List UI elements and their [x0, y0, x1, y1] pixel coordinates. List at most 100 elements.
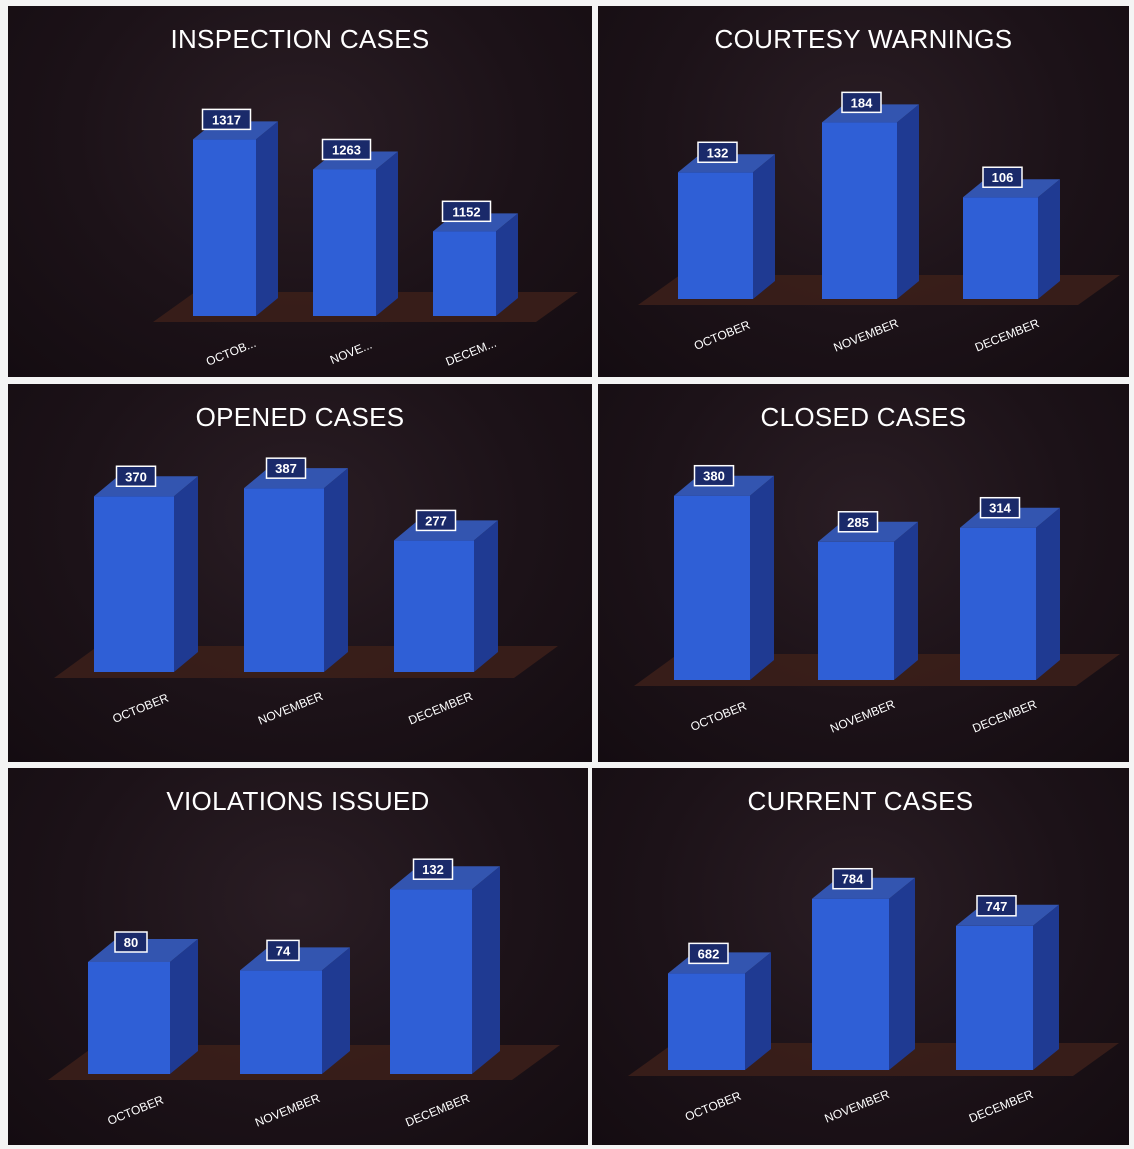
data-label-box [688, 942, 729, 965]
data-label: 132 [707, 145, 729, 160]
category-label: NOVEMBER [828, 697, 897, 736]
chart-title: COURTESY WARNINGS [714, 24, 1013, 54]
bar [668, 973, 745, 1070]
bar [678, 172, 753, 299]
bar-side-face [170, 939, 198, 1074]
category-label: DECEMBER [406, 689, 475, 728]
bar-side-face [753, 154, 775, 299]
category-label: NOVEMBER [256, 689, 325, 728]
data-label-box [982, 166, 1023, 188]
data-label: 80 [124, 935, 138, 950]
bar-side-face [474, 520, 498, 672]
data-label-box [697, 141, 738, 164]
data-label: 682 [698, 946, 720, 961]
category-label: OCTOBER [688, 699, 748, 734]
chart-panel-inspection-cases: 1317 OCTOB... 1263 NOVE... 1152 DECEM... INSP… [8, 6, 592, 377]
category-label: DECEMBER [967, 1087, 1036, 1126]
data-label-box [832, 867, 873, 890]
bar [244, 488, 324, 672]
chart-svg-inspection-cases: 1317 OCTOB... 1263 NOVE... 1152 DECEM... [153, 108, 578, 369]
bar [193, 139, 256, 316]
bar-side-face [376, 151, 398, 316]
category-label: NOVEMBER [253, 1091, 322, 1130]
bar [822, 122, 897, 299]
data-label: 747 [986, 899, 1008, 914]
bar-side-face [472, 866, 500, 1074]
chart-panel-violations-issued: 80 OCTOBER 74 NOVEMBER 132 DECEMBER VIOLATION… [8, 768, 588, 1145]
data-label: 132 [422, 862, 444, 877]
chart-panel-closed-cases: 380 OCTOBER 285 NOVEMBER 314 DECEMBER CLOSED … [598, 384, 1129, 762]
data-label: 314 [989, 501, 1011, 516]
data-label: 106 [992, 170, 1014, 185]
bar-side-face [322, 947, 350, 1074]
data-label-box [321, 138, 372, 161]
data-label-box [693, 464, 735, 487]
data-label: 285 [847, 515, 869, 530]
category-label: DECEM... [444, 336, 499, 369]
data-label-box [415, 509, 457, 532]
bar [956, 925, 1033, 1070]
data-label: 1152 [452, 204, 480, 219]
chart-title: CLOSED CASES [760, 402, 967, 432]
chart-title: CURRENT CASES [747, 786, 974, 816]
bar [818, 541, 894, 680]
category-label: OCTOB... [204, 336, 258, 369]
data-label-box [266, 939, 300, 962]
bar-side-face [897, 104, 919, 299]
chart-panel-opened-cases: 370 OCTOBER 387 NOVEMBER 277 DECEMBER OPENED … [8, 384, 592, 762]
data-label: 74 [276, 943, 291, 958]
data-label-box [841, 91, 882, 114]
chart-title: INSPECTION CASES [170, 24, 430, 54]
category-label: DECEMBER [403, 1091, 472, 1130]
category-label: NOVEMBER [823, 1087, 892, 1126]
category-label: DECEMBER [970, 697, 1039, 736]
data-label: 370 [125, 469, 147, 484]
category-label: OCTOBER [110, 691, 170, 726]
category-label: NOVEMBER [832, 316, 901, 355]
bar [240, 970, 322, 1074]
category-label: NOVE... [328, 338, 374, 367]
chart-svg-current-cases: 682 OCTOBER 784 NOVEMBER 747 DECEMBER [628, 867, 1119, 1126]
bar [674, 495, 750, 680]
data-label: 380 [703, 469, 725, 484]
data-label-box [201, 108, 252, 131]
data-label: 277 [425, 513, 447, 528]
bar-side-face [256, 121, 278, 316]
bar-side-face [324, 468, 348, 672]
bar-side-face [174, 476, 198, 672]
bar [94, 496, 174, 672]
bar [963, 197, 1038, 299]
data-label-box [265, 457, 307, 479]
data-label-box [412, 858, 454, 880]
data-label: 387 [275, 461, 297, 476]
bar [88, 962, 170, 1074]
bar-side-face [894, 521, 918, 680]
data-label-box [976, 895, 1017, 917]
data-label: 1263 [332, 142, 361, 157]
chart-svg-opened-cases: 370 OCTOBER 387 NOVEMBER 277 DECEMBER [54, 457, 558, 728]
data-label-box [115, 465, 157, 487]
bar-side-face [496, 213, 518, 316]
data-label-box [979, 496, 1021, 519]
data-label: 1317 [212, 112, 241, 127]
data-label-box [114, 931, 148, 953]
category-label: DECEMBER [973, 316, 1042, 355]
bar-side-face [745, 952, 771, 1070]
data-label-box [441, 200, 492, 223]
chart-title: VIOLATIONS ISSUED [166, 786, 430, 816]
chart-title: OPENED CASES [195, 402, 405, 432]
chart-svg-courtesy-warnings: 132 OCTOBER 184 NOVEMBER 106 DECEMBER [638, 91, 1120, 355]
chart-panel-courtesy-warnings: 132 OCTOBER 184 NOVEMBER 106 DECEMBER COURTES… [598, 6, 1129, 377]
bar [433, 231, 496, 316]
bar-side-face [889, 877, 915, 1070]
category-label: OCTOBER [692, 318, 752, 353]
bar-side-face [1036, 507, 1060, 680]
category-label: OCTOBER [105, 1093, 165, 1128]
chart-svg-violations-issued: 80 OCTOBER 74 NOVEMBER 132 DECEMBER [48, 858, 560, 1130]
chart-svg-closed-cases: 380 OCTOBER 285 NOVEMBER 314 DECEMBER [634, 464, 1120, 736]
bar-side-face [750, 475, 774, 680]
bar-side-face [1033, 904, 1059, 1070]
bar [313, 169, 376, 316]
bar-side-face [1038, 179, 1060, 299]
